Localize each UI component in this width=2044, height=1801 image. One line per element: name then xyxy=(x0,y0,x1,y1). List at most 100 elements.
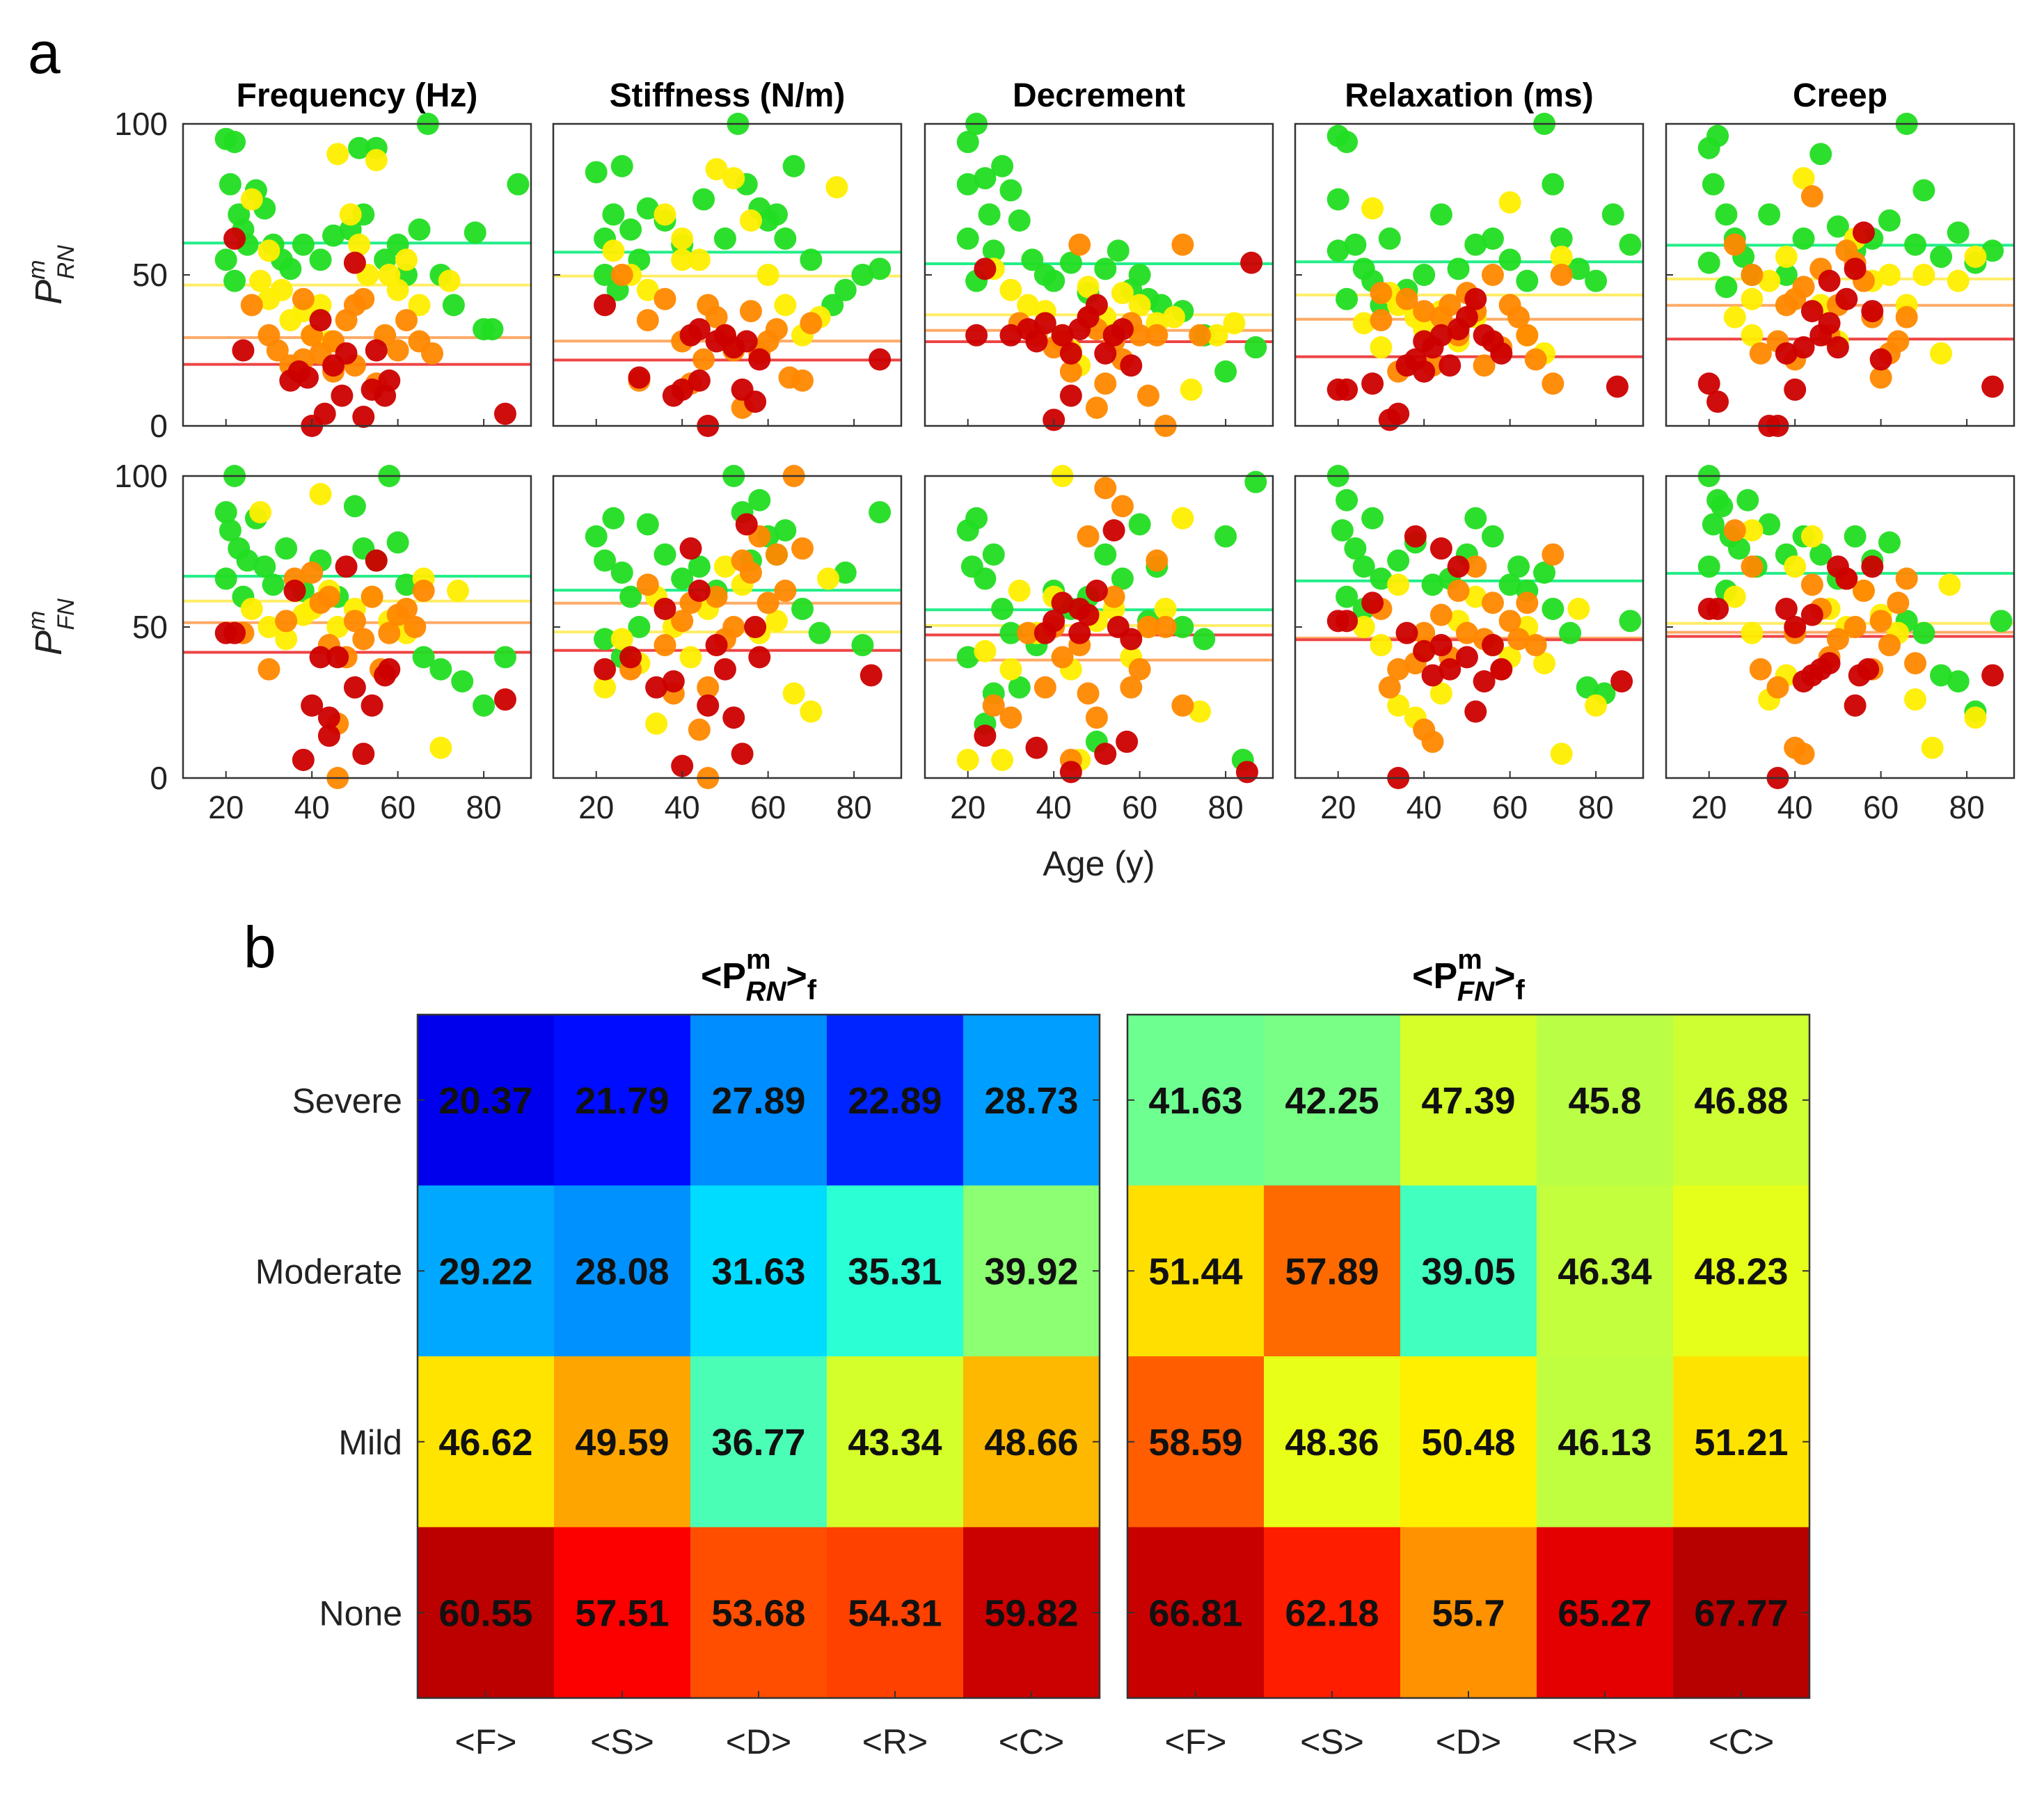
data-point-severe xyxy=(1033,312,1056,335)
data-point-none xyxy=(1809,143,1832,166)
data-point-mild xyxy=(447,579,470,602)
data-point-severe xyxy=(1404,525,1427,548)
data-point-severe xyxy=(1051,324,1074,347)
data-point-moderate xyxy=(1447,579,1470,602)
cell-value: 60.55 xyxy=(438,1592,532,1634)
data-point-none xyxy=(1930,245,1953,268)
data-point-none xyxy=(386,531,409,554)
data-point-none xyxy=(1576,676,1599,699)
data-point-none xyxy=(1912,179,1935,202)
data-point-none xyxy=(343,495,366,518)
data-point-moderate xyxy=(386,339,409,362)
data-point-mild xyxy=(1964,706,1987,729)
heatmap-cell xyxy=(1127,1015,1265,1186)
data-point-mild xyxy=(1498,191,1521,214)
data-point-mild xyxy=(339,203,362,226)
data-point-moderate xyxy=(1171,694,1194,717)
data-point-moderate xyxy=(1498,610,1521,633)
data-point-mild xyxy=(602,239,625,262)
data-point-none xyxy=(982,239,1005,262)
data-point-none xyxy=(279,257,302,280)
data-point-moderate xyxy=(352,628,375,651)
data-point-severe xyxy=(1800,603,1823,626)
heatmap-cell xyxy=(554,1356,691,1528)
cell-value: 55.7 xyxy=(1432,1592,1505,1634)
heatmap-cell xyxy=(1264,1527,1401,1699)
data-point-none xyxy=(636,197,659,220)
data-point-moderate xyxy=(697,676,720,699)
data-point-severe xyxy=(352,405,375,428)
data-point-moderate xyxy=(1171,233,1194,256)
data-point-none xyxy=(808,621,831,644)
x-tick-label: 20 xyxy=(950,789,985,825)
data-point-mild xyxy=(429,736,452,759)
data-point-mild xyxy=(594,676,617,699)
data-point-none xyxy=(1387,549,1410,572)
data-point-severe xyxy=(1610,670,1633,693)
data-point-moderate xyxy=(1413,300,1436,323)
data-point-severe xyxy=(1387,402,1410,425)
data-point-moderate xyxy=(1844,616,1867,638)
data-point-moderate xyxy=(378,621,401,644)
panel-b-heatmaps: 20.37 21.79 27.89 22.89 28.73 29.22 28.08 31.63… xyxy=(255,944,1811,1761)
data-point-severe xyxy=(1439,354,1461,377)
data-point-mild xyxy=(1163,306,1186,328)
data-point-mild xyxy=(326,143,349,166)
y-tick-label: 50 xyxy=(132,257,168,293)
data-point-moderate xyxy=(1507,628,1530,651)
cell-value: 48.66 xyxy=(984,1422,1078,1463)
data-point-moderate xyxy=(739,300,762,323)
x-tick-label: 60 xyxy=(1492,789,1528,825)
data-point-none xyxy=(451,670,474,693)
data-point-severe xyxy=(1059,384,1082,407)
data-point-none xyxy=(1559,621,1582,644)
heatmap-cell xyxy=(827,1185,964,1357)
cell-value: 57.89 xyxy=(1285,1251,1379,1292)
data-point-moderate xyxy=(653,634,676,657)
data-point-none xyxy=(713,227,736,250)
data-point-moderate xyxy=(1749,342,1772,365)
data-point-none xyxy=(851,634,874,657)
heatmap-cell xyxy=(1264,1185,1401,1357)
data-point-mild xyxy=(275,628,298,651)
data-point-moderate xyxy=(765,318,788,341)
data-point-mild xyxy=(722,167,745,190)
row-label: Moderate xyxy=(255,1252,402,1291)
data-point-mild xyxy=(1800,525,1823,548)
data-point-moderate xyxy=(791,369,814,392)
y-tick-label: 100 xyxy=(114,458,168,494)
data-point-severe xyxy=(671,754,694,777)
data-point-none xyxy=(429,658,452,681)
data-point-none xyxy=(628,616,651,638)
data-point-moderate xyxy=(1749,658,1772,681)
data-point-moderate xyxy=(1146,324,1168,347)
cell-value: 43.34 xyxy=(848,1422,942,1463)
data-point-severe xyxy=(748,646,771,669)
data-point-moderate xyxy=(1507,306,1530,328)
data-point-severe xyxy=(1844,257,1867,280)
data-point-moderate xyxy=(395,309,418,332)
col-label: <S> xyxy=(1300,1722,1364,1761)
data-point-moderate xyxy=(1792,276,1815,299)
data-point-none xyxy=(1361,507,1384,530)
data-point-mild xyxy=(1938,573,1961,596)
data-point-moderate xyxy=(343,294,366,317)
data-point-mild xyxy=(1533,652,1556,675)
scatter-plot-rn-3: Decrement xyxy=(924,77,1274,437)
data-point-severe xyxy=(1800,664,1823,687)
cell-value: 48.36 xyxy=(1285,1422,1379,1463)
data-point-none xyxy=(507,173,530,196)
data-point-severe xyxy=(1784,616,1807,638)
data-point-none xyxy=(1758,203,1781,226)
data-point-moderate xyxy=(404,616,427,638)
data-point-none xyxy=(1336,489,1358,511)
heatmap-rn: 20.37 21.79 27.89 22.89 28.73 29.22 28.08 31.63… xyxy=(255,944,1101,1761)
data-point-severe xyxy=(688,318,711,341)
data-point-severe xyxy=(317,724,340,747)
data-point-none xyxy=(219,519,241,542)
x-tick-label: 80 xyxy=(466,789,502,825)
data-point-severe xyxy=(1059,761,1082,784)
data-point-mild xyxy=(1370,634,1393,657)
data-point-mild xyxy=(956,748,979,771)
data-point-none xyxy=(585,161,608,184)
